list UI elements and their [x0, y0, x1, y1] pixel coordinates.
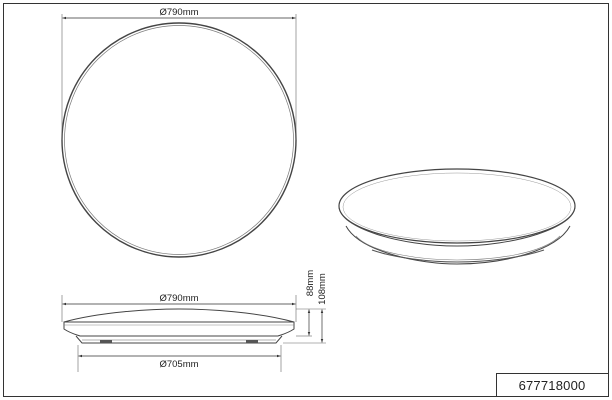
- perspective-base-foot: [371, 249, 545, 263]
- top-view-diameter-label: Ø790mm: [159, 7, 198, 18]
- top-view-outer-circle: [61, 22, 297, 258]
- side-view-base-foot: [246, 340, 258, 343]
- drawing-frame: [3, 3, 609, 397]
- side-view: Ø790mm Ø705mm 88mm 108mm: [61, 270, 328, 372]
- top-view: Ø790mm: [61, 7, 297, 258]
- side-view-base-foot: [100, 340, 112, 343]
- perspective-top-disc-inner: [342, 172, 572, 242]
- article-number: 677718000: [519, 378, 586, 393]
- perspective-base-detail: [355, 235, 561, 261]
- title-block-frame: [496, 373, 609, 397]
- side-view-base: [75, 335, 283, 344]
- height-inner-label: 88mm: [305, 270, 316, 296]
- side-view-dome: [63, 308, 295, 323]
- side-view-base-diameter-label: Ø705mm: [159, 359, 198, 370]
- side-view-rim: [63, 321, 295, 337]
- height-total-label: 108mm: [317, 273, 328, 305]
- side-view-top-diameter-label: Ø790mm: [159, 293, 198, 304]
- title-block: 677718000: [496, 373, 609, 397]
- perspective-top-disc: [338, 168, 576, 244]
- perspective-view: [338, 168, 576, 265]
- top-view-inner-circle: [64, 25, 294, 255]
